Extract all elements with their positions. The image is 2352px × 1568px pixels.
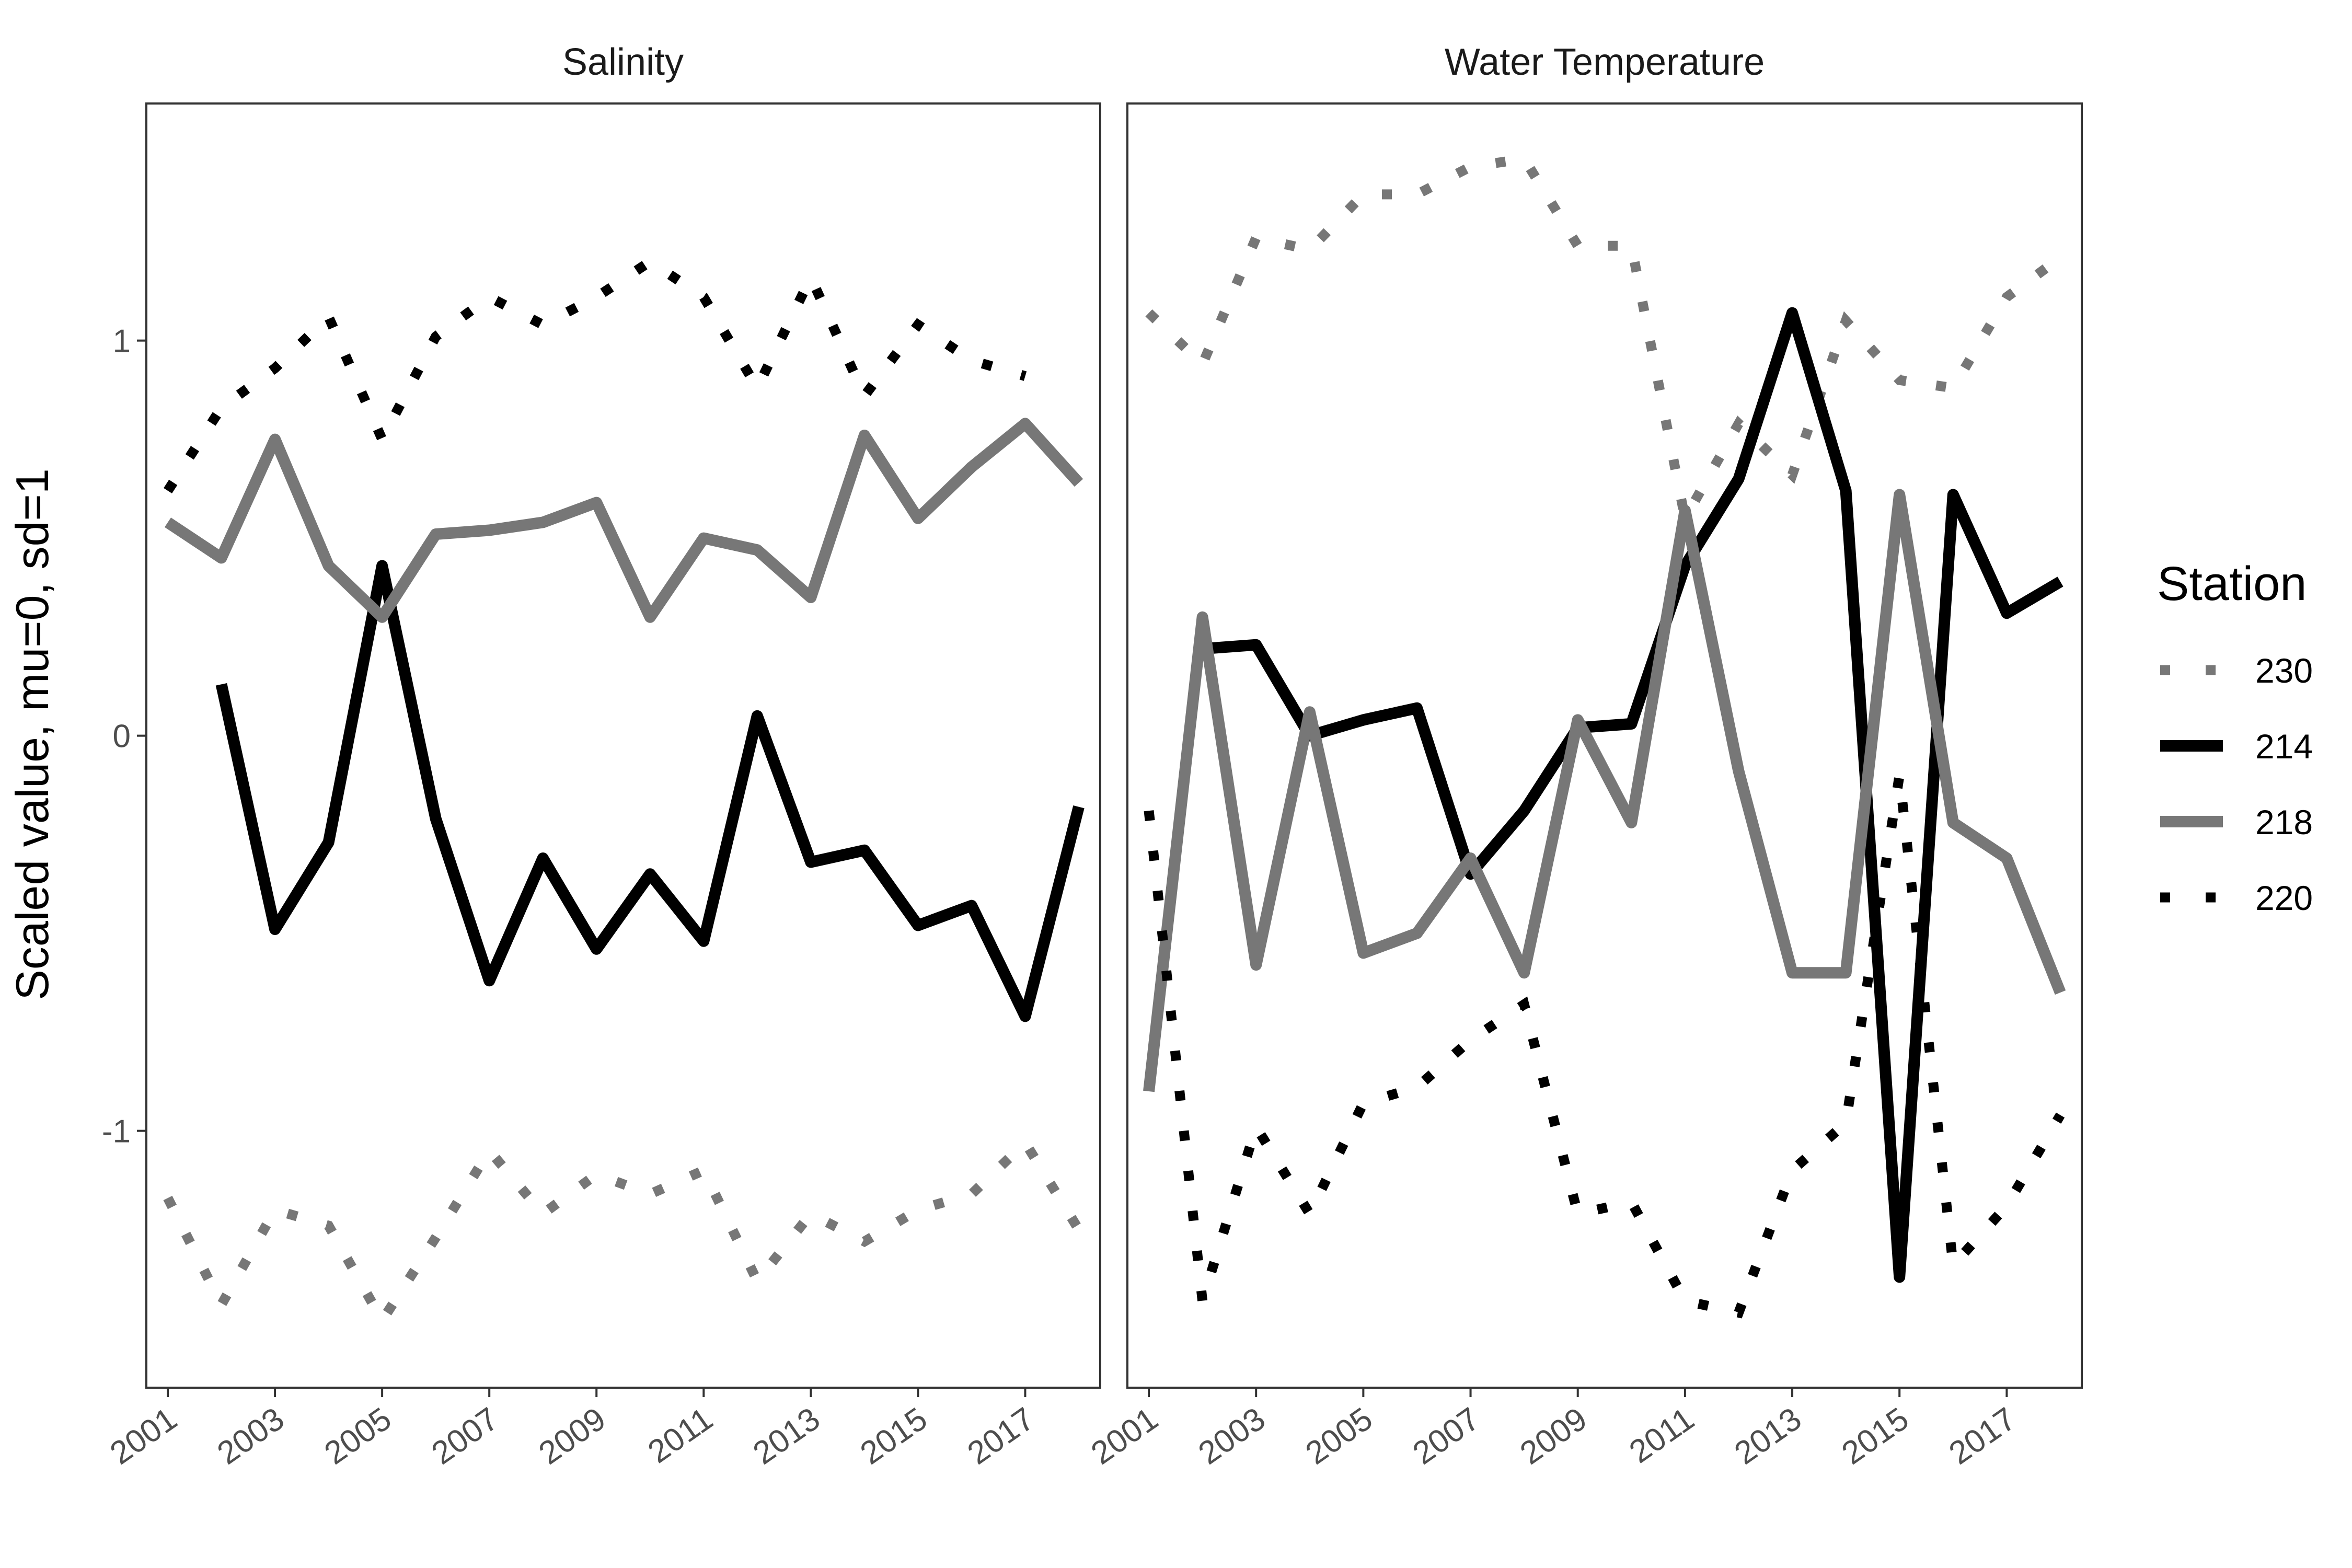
salinity-series-layer bbox=[163, 256, 1085, 1330]
water-temperature-x-tick-label: 2001 bbox=[1085, 1401, 1165, 1472]
salinity-x-axis: 2001 2003 2005 2007 2009 2011 2013 2015 2017 bbox=[103, 1388, 1041, 1472]
water-temperature-x-tick-label: 2017 bbox=[1943, 1401, 2023, 1472]
water-temperature-x-tick-label: 2007 bbox=[1406, 1401, 1486, 1472]
y-tick-label: -1 bbox=[102, 1114, 131, 1150]
legend-label-230: 230 bbox=[2255, 651, 2313, 690]
salinity-x-tick-label: 2007 bbox=[425, 1401, 505, 1472]
legend: Station 230 214 218 220 bbox=[2157, 557, 2313, 917]
salinity-y-axis: 1 0 -1 bbox=[102, 324, 146, 1150]
salinity-panel: Salinity 2001 2003 2005 2007 2009 2011 2013 201… bbox=[102, 41, 1101, 1472]
water-temperature-x-tick-label: 2003 bbox=[1192, 1401, 1272, 1472]
salinity-x-tick-label: 2017 bbox=[961, 1401, 1041, 1472]
legend-label-220: 220 bbox=[2255, 879, 2313, 917]
water-temperature-panel: Water Temperature 2001 2003 2005 2007 2009 20… bbox=[1085, 41, 2083, 1472]
legend-title: Station bbox=[2157, 557, 2307, 610]
water-temperature-x-axis: 2001 2003 2005 2007 2009 2011 2013 2015 2017 bbox=[1085, 1388, 2022, 1472]
salinity-x-tick-label: 2003 bbox=[211, 1401, 291, 1472]
salinity-x-tick-label: 2001 bbox=[103, 1401, 183, 1472]
water-temperature-series-layer bbox=[1143, 153, 2066, 1319]
salinity-x-tick-label: 2005 bbox=[318, 1401, 398, 1472]
legend-label-218: 218 bbox=[2255, 803, 2313, 841]
y-axis-title: Scaled value, mu=0, sd=1 bbox=[6, 468, 58, 1000]
y-tick-label: 1 bbox=[113, 324, 131, 360]
salinity-series-230-line bbox=[163, 1135, 1083, 1330]
salinity-x-tick-label: 2011 bbox=[642, 1401, 720, 1470]
water-temperature-x-tick-label: 2011 bbox=[1623, 1401, 1701, 1470]
water-temperature-series-218-line bbox=[1143, 489, 2066, 1092]
salinity-series-214-line bbox=[215, 560, 1085, 1022]
y-tick-label: 0 bbox=[113, 719, 131, 755]
water-temperature-x-tick-label: 2005 bbox=[1299, 1401, 1379, 1472]
salinity-panel-frame bbox=[145, 102, 1101, 1389]
salinity-x-tick-label: 2013 bbox=[747, 1401, 827, 1472]
water-temperature-x-tick-label: 2015 bbox=[1836, 1401, 1916, 1472]
salinity-x-tick-label: 2015 bbox=[854, 1401, 934, 1472]
legend-label-214: 214 bbox=[2255, 727, 2313, 766]
salinity-series-218-line bbox=[164, 418, 1083, 623]
water-temperature-x-tick-label: 2013 bbox=[1728, 1401, 1808, 1472]
water-temperature-series-220-line bbox=[1144, 774, 2065, 1319]
salinity-x-tick-label: 2009 bbox=[533, 1401, 613, 1472]
water-temperature-panel-title: Water Temperature bbox=[1445, 41, 1765, 83]
water-temperature-x-tick-label: 2009 bbox=[1514, 1401, 1594, 1472]
salinity-panel-title: Salinity bbox=[562, 41, 684, 83]
water-temperature-series-214-line bbox=[1202, 307, 2063, 1283]
